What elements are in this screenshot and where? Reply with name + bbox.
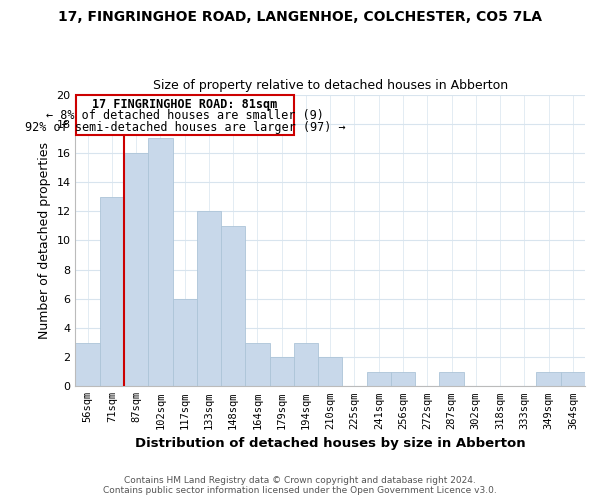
Bar [173,299,197,386]
Y-axis label: Number of detached properties: Number of detached properties [38,142,51,339]
Bar [439,372,464,386]
Bar [100,196,124,386]
Text: 92% of semi-detached houses are larger (97) →: 92% of semi-detached houses are larger (… [25,121,345,134]
Bar [367,372,391,386]
Bar [294,342,318,386]
Bar [245,342,269,386]
Text: 17, FINGRINGHOE ROAD, LANGENHOE, COLCHESTER, CO5 7LA: 17, FINGRINGHOE ROAD, LANGENHOE, COLCHES… [58,10,542,24]
X-axis label: Distribution of detached houses by size in Abberton: Distribution of detached houses by size … [135,437,526,450]
Text: ← 8% of detached houses are smaller (9): ← 8% of detached houses are smaller (9) [46,109,324,122]
Text: Contains HM Land Registry data © Crown copyright and database right 2024.
Contai: Contains HM Land Registry data © Crown c… [103,476,497,495]
Bar [269,357,294,386]
Bar [536,372,561,386]
Bar [391,372,415,386]
Bar [221,226,245,386]
Bar [76,342,100,386]
Bar [561,372,585,386]
Bar [148,138,173,386]
Text: 17 FINGRINGHOE ROAD: 81sqm: 17 FINGRINGHOE ROAD: 81sqm [92,98,278,110]
Bar [318,357,343,386]
Bar [124,153,148,386]
Title: Size of property relative to detached houses in Abberton: Size of property relative to detached ho… [152,79,508,92]
FancyBboxPatch shape [76,94,294,136]
Bar [197,212,221,386]
